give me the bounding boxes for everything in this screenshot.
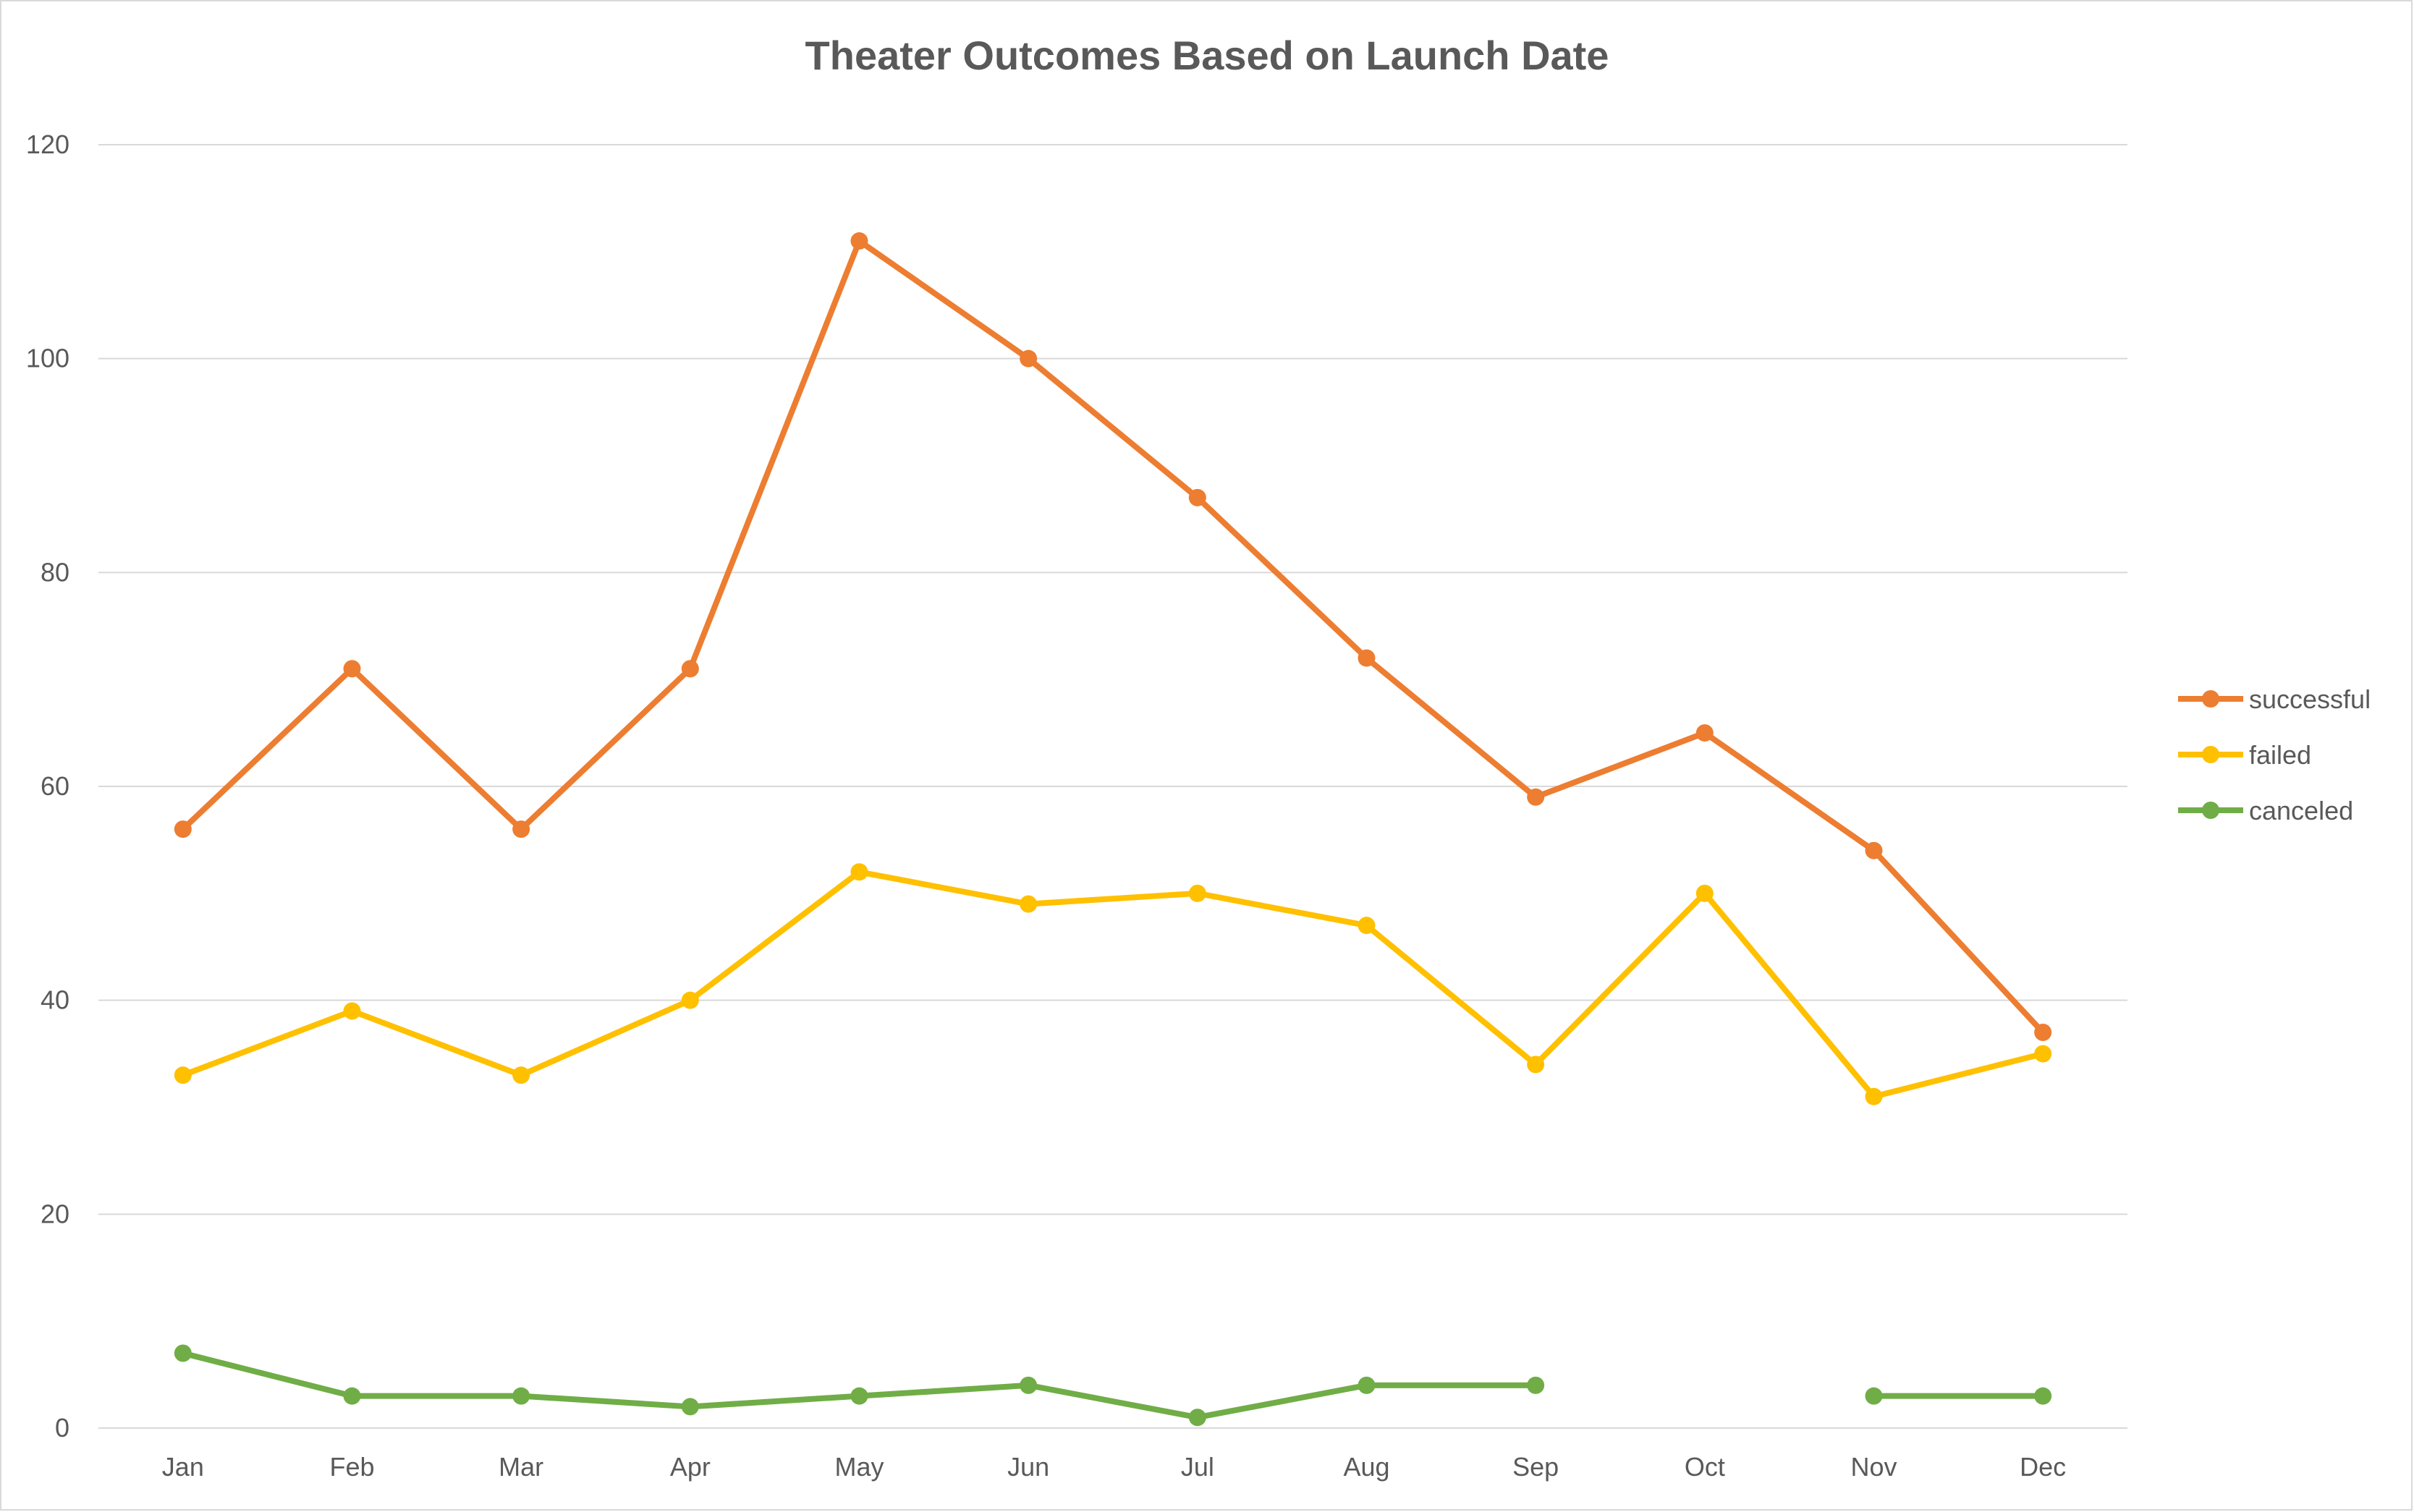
legend-item: failed (2178, 740, 2311, 770)
x-tick-label: Apr (670, 1452, 711, 1482)
series-canceled (174, 1344, 2052, 1427)
legend-label: successful (2249, 684, 2371, 714)
x-tick-label: Jan (162, 1452, 204, 1482)
data-point (1695, 884, 1714, 902)
series-line (179, 238, 2046, 1036)
y-tick-label: 120 (26, 129, 69, 159)
legend-item: successful (2178, 684, 2371, 714)
data-point (850, 1387, 868, 1405)
data-point (512, 820, 530, 838)
data-point (512, 1387, 530, 1405)
x-tick-label: May (834, 1452, 884, 1482)
data-point (2034, 1045, 2052, 1063)
data-point (1020, 349, 1038, 368)
y-tick-label: 80 (41, 557, 69, 587)
y-tick-label: 60 (41, 771, 69, 801)
data-point (1188, 488, 1206, 506)
x-tick-label: Jun (1007, 1452, 1049, 1482)
data-point (1020, 895, 1038, 913)
legend-label: canceled (2249, 796, 2353, 825)
data-point (343, 660, 361, 678)
data-point (1695, 724, 1714, 742)
data-point (681, 1398, 699, 1416)
data-point (343, 1387, 361, 1405)
x-tick-label: Oct (1685, 1452, 1725, 1482)
legend-swatch-marker (2202, 690, 2219, 708)
data-point (1358, 649, 1376, 667)
series-line (179, 869, 2046, 1100)
x-tick-label: Sep (1512, 1452, 1559, 1482)
series-line (179, 1350, 1539, 1421)
series-failed (174, 863, 2052, 1105)
data-point (1188, 884, 1206, 902)
x-tick-label: Mar (499, 1452, 543, 1482)
y-tick-label: 0 (55, 1413, 69, 1443)
data-point (174, 1344, 192, 1362)
x-tick-label: Dec (2020, 1452, 2066, 1482)
data-point (174, 1066, 192, 1084)
series-lines (174, 232, 2052, 1427)
gridlines (98, 144, 2127, 1429)
legend-swatch-marker (2202, 746, 2219, 763)
legend-item: canceled (2178, 796, 2353, 825)
data-point (1358, 917, 1376, 935)
data-point (343, 1002, 361, 1020)
data-point (681, 991, 699, 1009)
y-tick-label: 100 (26, 344, 69, 373)
x-axis-tick-labels: Jan Feb Mar Apr May Jun Jul Aug Sep Oct Nov Dec (162, 1452, 2066, 1482)
data-point (512, 1066, 530, 1084)
data-point (1527, 1376, 1545, 1394)
x-tick-label: Aug (1343, 1452, 1389, 1482)
series-successful (174, 232, 2052, 1042)
data-point (1527, 788, 1545, 806)
data-point (850, 863, 868, 881)
data-point (1358, 1376, 1376, 1394)
x-tick-label: Jul (1181, 1452, 1214, 1482)
y-tick-label: 40 (41, 985, 69, 1015)
legend-label: failed (2249, 740, 2311, 770)
x-tick-label: Feb (329, 1452, 374, 1482)
legend-swatch-marker (2202, 802, 2219, 819)
chart-title: Theater Outcomes Based on Launch Date (805, 33, 1609, 78)
data-point (1865, 841, 1883, 859)
data-point (1020, 1376, 1038, 1394)
data-point (1865, 1087, 1883, 1105)
data-point (174, 820, 192, 838)
data-point (681, 660, 699, 678)
data-point (2034, 1387, 2052, 1405)
data-point (850, 232, 868, 250)
data-point (1865, 1387, 1883, 1405)
data-point (1188, 1409, 1206, 1427)
x-tick-label: Nov (1850, 1452, 1897, 1482)
legend: successful failed canceled (2178, 684, 2371, 825)
data-point (2034, 1024, 2052, 1042)
y-axis-tick-labels: 0 20 40 60 80 100 120 (26, 129, 69, 1443)
data-point (1527, 1056, 1545, 1074)
y-tick-label: 20 (41, 1199, 69, 1228)
